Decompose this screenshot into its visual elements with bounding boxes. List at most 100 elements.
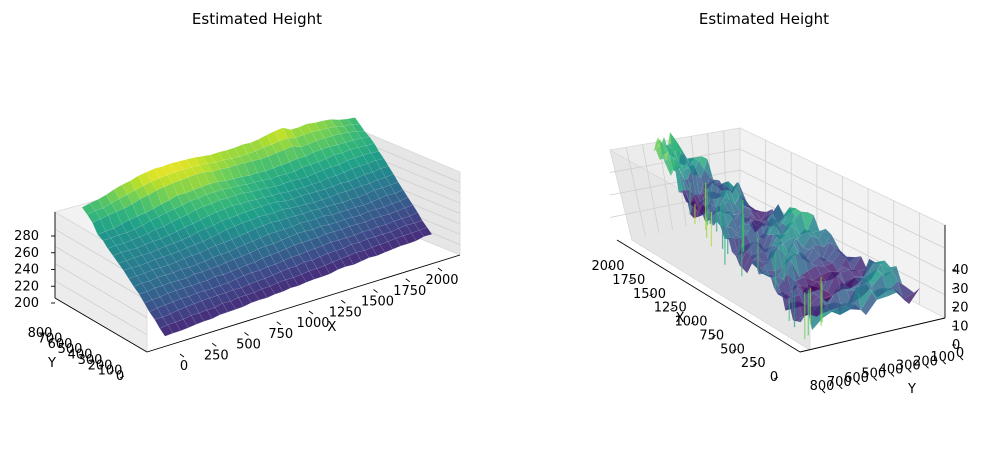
right-y-tickmark (925, 364, 929, 369)
right-x-tick-label: 1500 (633, 287, 666, 302)
left-x-tickmark (244, 332, 249, 336)
right-x-tickmark (670, 307, 675, 311)
right-z-ticks: 0 10 20 30 40 (952, 263, 969, 353)
surface-facet (390, 181, 404, 194)
left-x-tickmark (179, 353, 185, 358)
left-y-tick-label: 600 (48, 337, 73, 352)
left-z-tick-label: 280 (14, 229, 39, 244)
left-x-tickmark (308, 310, 314, 315)
left-y-tickmark (119, 375, 125, 379)
right-subplot: Estimated Height 20001750150012501000750… (591, 10, 968, 397)
right-x-tick-label: 500 (720, 342, 745, 357)
left-y-tick-label: 100 (98, 364, 123, 379)
right-x-tickmark (773, 376, 779, 380)
right-x-tick-label: 1750 (612, 273, 645, 288)
left-x-tick-label: 1500 (361, 295, 394, 310)
left-y-tickmark (79, 354, 85, 357)
left-title: Estimated Height (192, 10, 322, 28)
right-y-tickmark (856, 381, 860, 386)
right-x-tick-label: 1000 (674, 315, 707, 330)
left-x-tick-label: 750 (268, 327, 293, 342)
right-x-tickmark (607, 265, 613, 269)
right-y-tick-label: 300 (896, 358, 921, 373)
right-y-tickmark (838, 385, 843, 390)
left-y-tickmark (99, 364, 105, 368)
right-x-tickmark (753, 362, 758, 366)
left-y-tick-label: 300 (78, 353, 103, 368)
left-y-tick-label: 500 (58, 342, 83, 357)
right-z-tick-label: 30 (952, 282, 969, 297)
right-y-tick-label: 400 (879, 363, 904, 378)
surface-facet (903, 287, 921, 305)
left-x-tickmark (276, 321, 282, 326)
left-axes (54, 212, 461, 353)
left-y-axis-line (54, 297, 148, 353)
right-z-tick-label: 10 (952, 319, 969, 334)
right-x-tick-label: 1250 (654, 301, 687, 316)
left-x-tick-label: 1250 (329, 305, 362, 320)
left-x-axis-line (146, 254, 461, 353)
right-x-axis-line (616, 239, 801, 353)
surface-facet (399, 197, 414, 209)
right-x-tickmark (711, 334, 716, 338)
right-y-tick-label: 600 (844, 371, 869, 386)
left-z-tick-label: 260 (14, 246, 39, 261)
left-x-tickmark (373, 289, 378, 293)
left-y-tickmark (39, 332, 45, 336)
right-title: Estimated Height (699, 10, 829, 28)
left-y-label: Y (47, 356, 56, 371)
right-z-tick-label: 40 (952, 263, 969, 278)
right-x-tick-label: 2000 (591, 259, 624, 274)
left-x-tickmark (340, 299, 346, 304)
left-x-tick-label: 500 (236, 338, 261, 353)
left-x-tick-label: 1000 (296, 316, 329, 331)
left-x-tick-label: 0 (180, 359, 188, 374)
surface-facet (418, 227, 433, 237)
left-y-tick-label: 200 (88, 358, 113, 373)
left-y-tickmark (69, 348, 75, 352)
left-y-tickmark (49, 337, 55, 341)
right-z-tick-label: 0 (952, 338, 960, 353)
surface-facet (361, 136, 375, 146)
left-surface (81, 117, 433, 337)
right-y-label: Y (907, 382, 916, 397)
surface-facet (414, 220, 428, 231)
right-x-tickmark (690, 321, 696, 324)
left-x-tick-label: 2000 (425, 273, 458, 288)
right-y-tickmark (942, 360, 947, 365)
right-y-tickmark (959, 356, 964, 361)
right-x-tickmark (649, 293, 654, 297)
right-y-tick-label: 0 (956, 346, 964, 361)
right-y-tick-label: 200 (913, 354, 938, 369)
right-y-tickmark (821, 389, 826, 394)
right-x-label: X (676, 311, 685, 326)
left-x-tickmark (437, 267, 443, 272)
right-surface (651, 131, 921, 340)
left-x-tick-label: 1750 (393, 284, 426, 299)
right-x-tick-label: 0 (770, 370, 778, 385)
left-x-tickmark (211, 342, 217, 347)
right-x-tick-label: 250 (741, 356, 766, 371)
left-x-label: X (328, 320, 337, 335)
left-z-tick-label: 220 (14, 279, 39, 294)
right-z-tick-label: 20 (952, 301, 969, 316)
right-y-tickmark (873, 377, 878, 381)
left-y-tickmark (109, 370, 115, 374)
right-y-axis-line (799, 317, 946, 353)
left-y-tickmark (89, 359, 95, 363)
right-x-tick-label: 750 (699, 328, 724, 343)
left-x-tickmark (405, 278, 411, 283)
surface-facet (346, 117, 361, 125)
left-z-tick-label: 200 (14, 296, 39, 311)
right-y-tick-label: 100 (930, 350, 955, 365)
left-subplot: Estimated Height 02505007501000125015001… (14, 10, 461, 384)
right-y-tick-label: 500 (861, 367, 886, 382)
left-y-tickmark (59, 343, 65, 347)
left-z-tick-label: 240 (14, 263, 39, 278)
left-y-tick-label: 0 (116, 369, 124, 384)
